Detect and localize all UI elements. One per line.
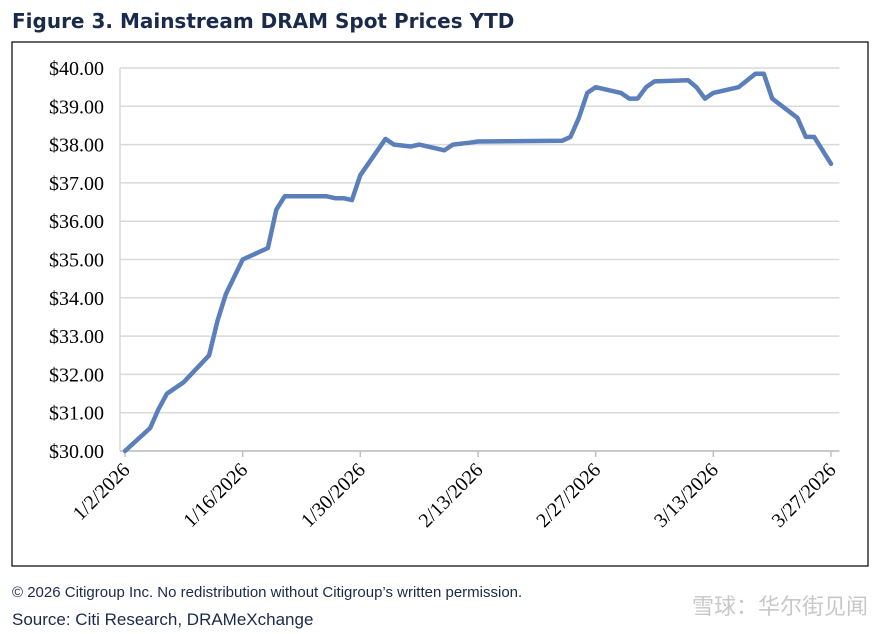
y-tick-label: $35.00 bbox=[49, 250, 104, 272]
watermark: 雪球：华尔街见闻 bbox=[692, 595, 868, 620]
x-tick-label: 1/30/2026 bbox=[297, 459, 370, 532]
y-tick-label: $32.00 bbox=[49, 364, 104, 386]
chart-frame bbox=[11, 41, 869, 567]
x-tick-label: 2/13/2026 bbox=[415, 459, 488, 532]
y-tick-label: $34.00 bbox=[49, 288, 104, 310]
chart-title: Figure 3. Mainstream DRAM Spot Prices YT… bbox=[12, 9, 514, 33]
y-tick-label: $31.00 bbox=[49, 403, 104, 425]
y-tick-label: $30.00 bbox=[49, 441, 104, 463]
x-tick-label: 1/16/2026 bbox=[179, 459, 252, 532]
y-tick-label: $36.00 bbox=[49, 211, 104, 233]
y-tick-label: $38.00 bbox=[49, 135, 104, 157]
y-tick-label: $37.00 bbox=[49, 173, 104, 195]
source: Source: Citi Research, DRAMeXchange bbox=[12, 610, 313, 629]
x-tick-label: 3/13/2026 bbox=[650, 459, 723, 532]
footnote: © 2026 Citigroup Inc. No redistribution … bbox=[12, 584, 522, 601]
x-tick-label: 1/2/2026 bbox=[69, 459, 135, 525]
y-tick-label: $40.00 bbox=[49, 58, 104, 80]
x-tick-label: 2/27/2026 bbox=[532, 459, 605, 532]
x-tick-label: 3/27/2026 bbox=[768, 459, 841, 532]
line bbox=[122, 71, 834, 454]
y-tick-label: $39.00 bbox=[49, 96, 104, 118]
y-tick-label: $33.00 bbox=[49, 326, 104, 348]
